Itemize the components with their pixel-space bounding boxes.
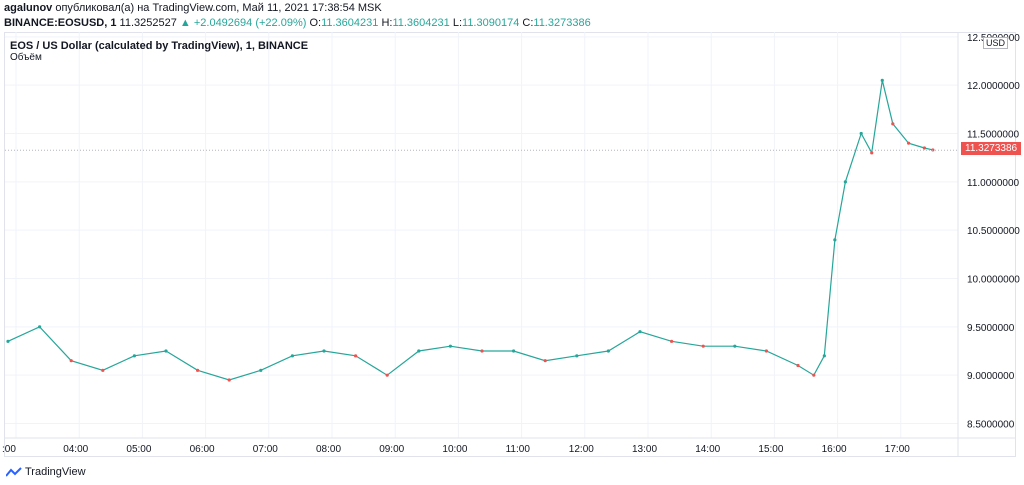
price-point (290, 354, 294, 358)
price-point (638, 330, 642, 334)
y-tick-label: 10.5000000 (967, 226, 1020, 237)
x-tick-label: 10:00 (442, 444, 467, 455)
open-label: O: (309, 17, 322, 29)
y-tick-label: 10.0000000 (967, 275, 1020, 286)
high-value: 11.3604231 (392, 17, 450, 29)
price-point (511, 349, 516, 353)
price-point (322, 349, 326, 353)
tradingview-logo[interactable]: TradingView (6, 466, 86, 478)
currency-badge[interactable]: USD (983, 37, 1009, 49)
low-value: 11.3090174 (462, 17, 520, 29)
x-tick-label: 14:00 (695, 444, 720, 455)
x-tick-label: 07:00 (253, 444, 278, 455)
price-point (606, 349, 611, 353)
price-point (670, 339, 674, 343)
chart-title: EOS / US Dollar (calculated by TradingVi… (10, 40, 309, 52)
x-tick-label: 06:00 (190, 444, 215, 455)
price-point (480, 349, 484, 353)
x-tick-label: 05:00 (126, 444, 151, 455)
y-tick-label: 9.0000000 (967, 371, 1015, 382)
x-tick-label: 16:00 (822, 444, 847, 455)
price-point (907, 141, 911, 145)
price-change: ▲ +2.0492694 (+22.09%) (179, 17, 307, 29)
close-label: C: (522, 17, 534, 29)
last-price-badge: 11.3273386 (961, 142, 1022, 155)
price-point (354, 354, 358, 358)
y-tick-label: 11.5000000 (967, 130, 1020, 141)
x-tick-label: 15:00 (758, 444, 783, 455)
x-tick-label: 09:00 (379, 444, 404, 455)
y-tick-label: 9.5000000 (967, 323, 1015, 334)
price-point (38, 325, 42, 329)
price-point (543, 359, 547, 363)
price-point (101, 368, 105, 372)
price-point (922, 146, 927, 150)
price-point (796, 363, 800, 368)
price-point (196, 368, 200, 372)
published-text: опубликовал(а) на TradingView.com, Май 1… (55, 2, 382, 14)
volume-label: Объём (10, 52, 42, 63)
tradingview-icon (6, 467, 22, 477)
x-tick-label: 13:00 (632, 444, 657, 455)
symbol-label: BINANCE:EOSUSD, 1 (4, 17, 117, 29)
x-tick-label: 17:00 (885, 444, 910, 455)
x-tick-label: 04:00 (63, 444, 88, 455)
price-point (6, 339, 10, 343)
x-tick-label: 08:00 (316, 444, 341, 455)
price-point (701, 344, 705, 348)
price-point (259, 368, 263, 372)
price-point (880, 78, 884, 82)
price-point (733, 344, 737, 348)
current-price: 11.3252527 (119, 17, 177, 29)
price-point (833, 238, 837, 242)
y-tick-label: 8.5000000 (967, 420, 1015, 431)
price-point (227, 378, 231, 382)
chart-panel[interactable] (4, 32, 1016, 457)
ohlc-bar: BINANCE:EOSUSD, 1 11.3252527 ▲ +2.049269… (4, 17, 591, 29)
y-tick-label: 11.0000000 (967, 178, 1020, 189)
price-point (575, 354, 579, 358)
x-tick-label: :00 (2, 444, 16, 455)
price-point (69, 359, 73, 363)
low-label: L: (452, 17, 463, 29)
price-point (448, 344, 452, 348)
price-point (859, 131, 863, 136)
author-name[interactable]: agalunov (4, 2, 53, 14)
price-point (132, 354, 136, 358)
price-point (764, 349, 769, 353)
price-point (822, 354, 826, 358)
tradingview-brand: TradingView (25, 466, 86, 478)
price-point (164, 349, 168, 353)
price-point (812, 373, 816, 377)
price-point (843, 180, 848, 184)
open-value: 11.3604231 (321, 17, 379, 29)
publish-info: agalunov опубликовал(а) на TradingView.c… (4, 2, 382, 14)
price-point (385, 373, 389, 377)
price-point (870, 151, 874, 155)
price-point (891, 122, 895, 126)
x-tick-label: 12:00 (569, 444, 594, 455)
close-value: 11.3273386 (533, 17, 591, 29)
price-point (417, 349, 421, 353)
y-tick-label: 12.0000000 (967, 81, 1020, 92)
x-tick-label: 11:00 (506, 444, 531, 455)
high-label: H: (381, 17, 393, 29)
